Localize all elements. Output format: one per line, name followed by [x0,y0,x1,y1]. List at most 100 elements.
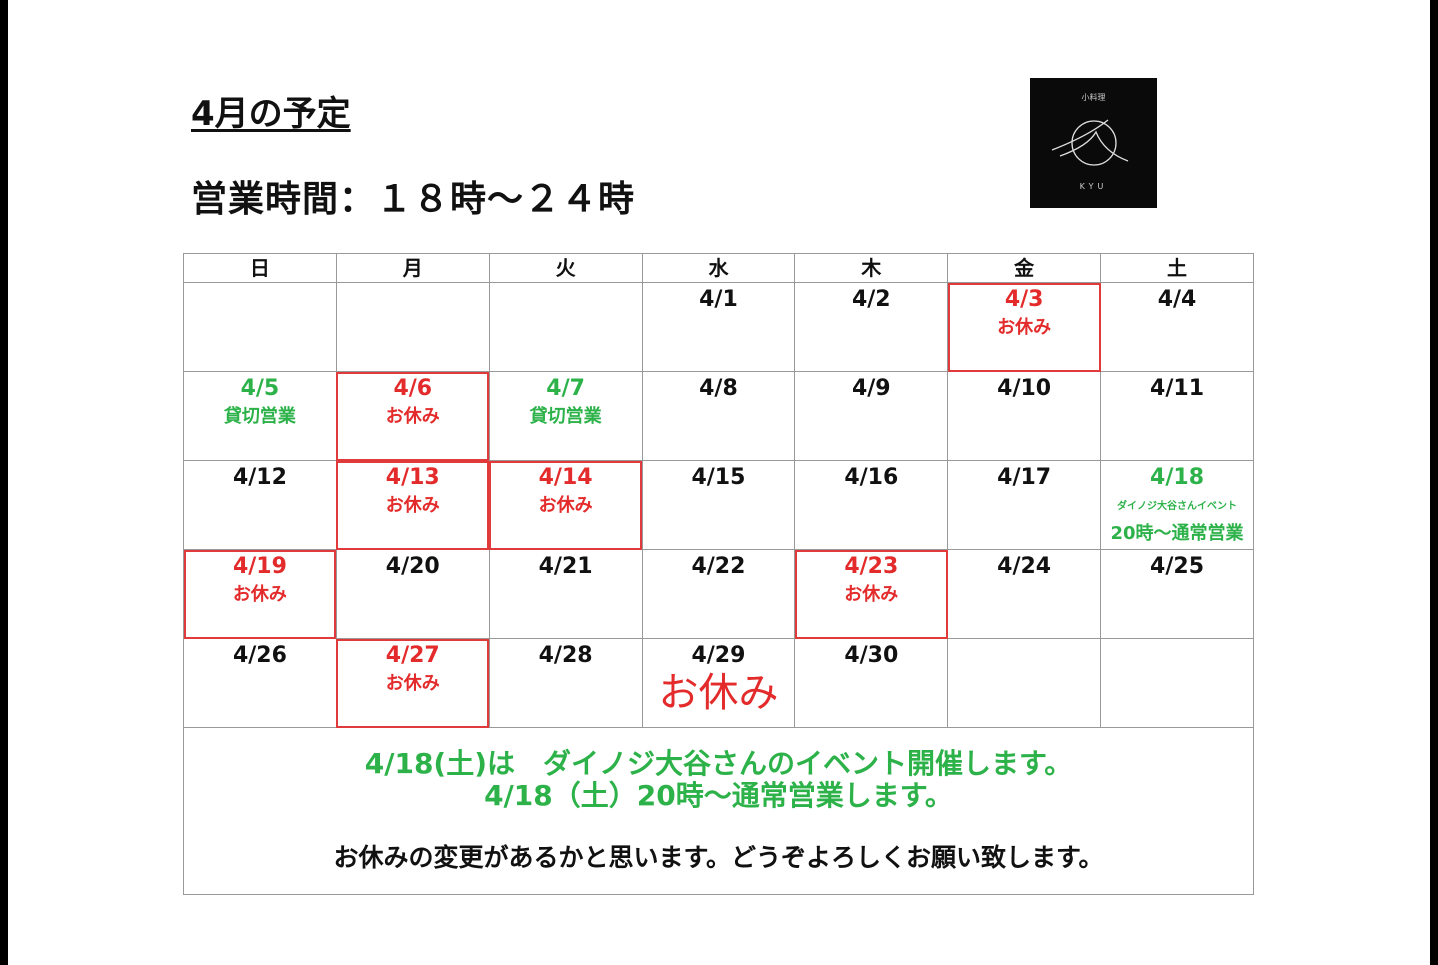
day-cell: 4/27 お休み [335,638,490,728]
day-cell: 4/30 [794,638,949,728]
day-cell: 4/5 貸切営業 [183,371,337,461]
day-date: 4/25 [1150,554,1205,579]
day-date: 4/6 [393,376,433,401]
weekday-header: 火 [488,253,643,283]
day-cell: 4/24 [947,549,1102,639]
day-cell: 4/12 [183,460,337,550]
logo-mark-icon [1051,119,1129,166]
day-note: お休み [997,317,1052,338]
footer-notes: 4/18(土)は ダイノジ大谷さんのイベント開催します。 4/18（土）20時〜… [183,727,1254,895]
day-note: お休み [385,673,440,694]
day-note: お休み [538,495,593,516]
day-cell: 4/6 お休み [335,371,490,461]
day-cell: 4/21 [488,549,643,639]
day-date: 4/11 [1150,376,1205,401]
day-date: 4/8 [699,376,738,401]
day-cell: 4/14 お休み [488,460,643,550]
day-cell: 4/26 [183,638,337,728]
day-date: 4/22 [691,554,746,579]
day-small-note: ダイノジ大谷さんイベント [1117,501,1238,512]
restaurant-logo: 小料理 KYU [1030,78,1157,208]
day-note: お休み [385,495,440,516]
day-date: 4/12 [232,465,287,490]
day-cell: 4/9 [794,371,949,461]
week-row: 4/5 貸切営業 4/6 お休み 4/7 貸切営業 4/8 4/9 4/10 4/11 [183,371,1254,461]
day-cell: 4/22 [641,549,796,639]
weekday-header: 水 [641,253,796,283]
day-date: 4/30 [844,643,899,668]
day-note: 20時〜通常営業 [1110,523,1244,544]
day-date: 4/17 [997,465,1052,490]
day-cell: 4/20 [335,549,490,639]
day-cell: 4/13 お休み [335,460,490,550]
day-cell [947,638,1102,728]
footer-closing-note: お休みの変更があるかと思います。どうぞよろしくお願い致します。 [333,843,1104,872]
business-hours: 営業時間：１８時〜２４時 [191,179,636,220]
day-cell: 4/11 [1100,371,1254,461]
day-date: 4/7 [546,376,585,401]
day-cell [488,282,643,372]
day-date: 4/13 [385,465,440,490]
day-date: 4/28 [538,643,593,668]
day-cell: 4/16 [794,460,949,550]
weekday-header: 日 [183,253,337,283]
day-cell: 4/3 お休み [947,282,1102,372]
day-cell: 4/4 [1100,282,1254,372]
day-big-note: お休み [658,670,779,716]
day-date: 4/15 [691,465,746,490]
day-cell: 4/19 お休み [183,549,337,639]
day-date: 4/14 [538,465,593,490]
day-cell: 4/18 ダイノジ大谷さんイベント 20時〜通常営業 [1100,460,1254,550]
day-cell [335,282,490,372]
day-cell: 4/29 お休み [641,638,796,728]
day-date: 4/18 [1150,465,1205,490]
day-cell [183,282,337,372]
weekday-header: 金 [947,253,1102,283]
day-date: 4/2 [851,287,891,312]
week-row: 4/1 4/2 4/3 お休み 4/4 [183,282,1254,372]
week-row: 4/12 4/13 お休み 4/14 お休み 4/15 4/16 4/17 4/18 ダイノジ大谷… [183,460,1254,550]
day-date: 4/3 [1004,287,1044,312]
day-cell [1100,638,1254,728]
day-date: 4/29 [691,643,746,668]
day-note: お休み [385,406,440,427]
day-date: 4/19 [232,554,287,579]
page-title: 4月の予定 [191,94,351,134]
day-cell: 4/17 [947,460,1102,550]
weekday-header: 木 [794,253,949,283]
logo-bottom-text: KYU [1079,182,1108,191]
day-cell: 4/28 [488,638,643,728]
day-date: 4/23 [844,554,899,579]
schedule-page: 4月の予定 営業時間：１８時〜２４時 小料理 KYU 日月火水木金土 4/1 4/… [8,0,1430,965]
week-row: 4/26 4/27 お休み 4/28 4/29 お休み 4/30 [183,638,1254,728]
day-cell: 4/7 貸切営業 [488,371,643,461]
day-date: 4/20 [385,554,440,579]
day-cell: 4/15 [641,460,796,550]
footer-hours-notice: 4/18（土）20時〜通常営業します。 [484,779,953,812]
day-note: お休み [232,584,287,605]
day-cell: 4/25 [1100,549,1254,639]
day-date: 4/27 [385,643,440,668]
weekday-header-row: 日月火水木金土 [183,253,1254,283]
day-date: 4/10 [997,376,1052,401]
day-note: 貸切営業 [223,406,296,427]
logo-top-text: 小料理 [1081,93,1106,102]
day-cell: 4/10 [947,371,1102,461]
day-cell: 4/2 [794,282,949,372]
day-date: 4/9 [851,376,891,401]
weekday-header: 月 [335,253,490,283]
day-date: 4/26 [232,643,287,668]
day-cell: 4/8 [641,371,796,461]
day-date: 4/24 [997,554,1052,579]
day-cell: 4/23 お休み [794,549,949,639]
day-note: 貸切営業 [529,406,602,427]
day-date: 4/5 [240,376,280,401]
weekday-header: 土 [1100,253,1254,283]
day-cell: 4/1 [641,282,796,372]
day-date: 4/16 [844,465,899,490]
week-row: 4/19 お休み 4/20 4/21 4/22 4/23 お休み 4/24 4/25 [183,549,1254,639]
day-date: 4/1 [699,287,738,312]
footer-event-notice: 4/18(土)は ダイノジ大谷さんのイベント開催します。 [364,747,1073,780]
footer-row: 4/18(土)は ダイノジ大谷さんのイベント開催します。 4/18（土）20時〜… [183,727,1254,895]
day-date: 4/4 [1157,287,1197,312]
